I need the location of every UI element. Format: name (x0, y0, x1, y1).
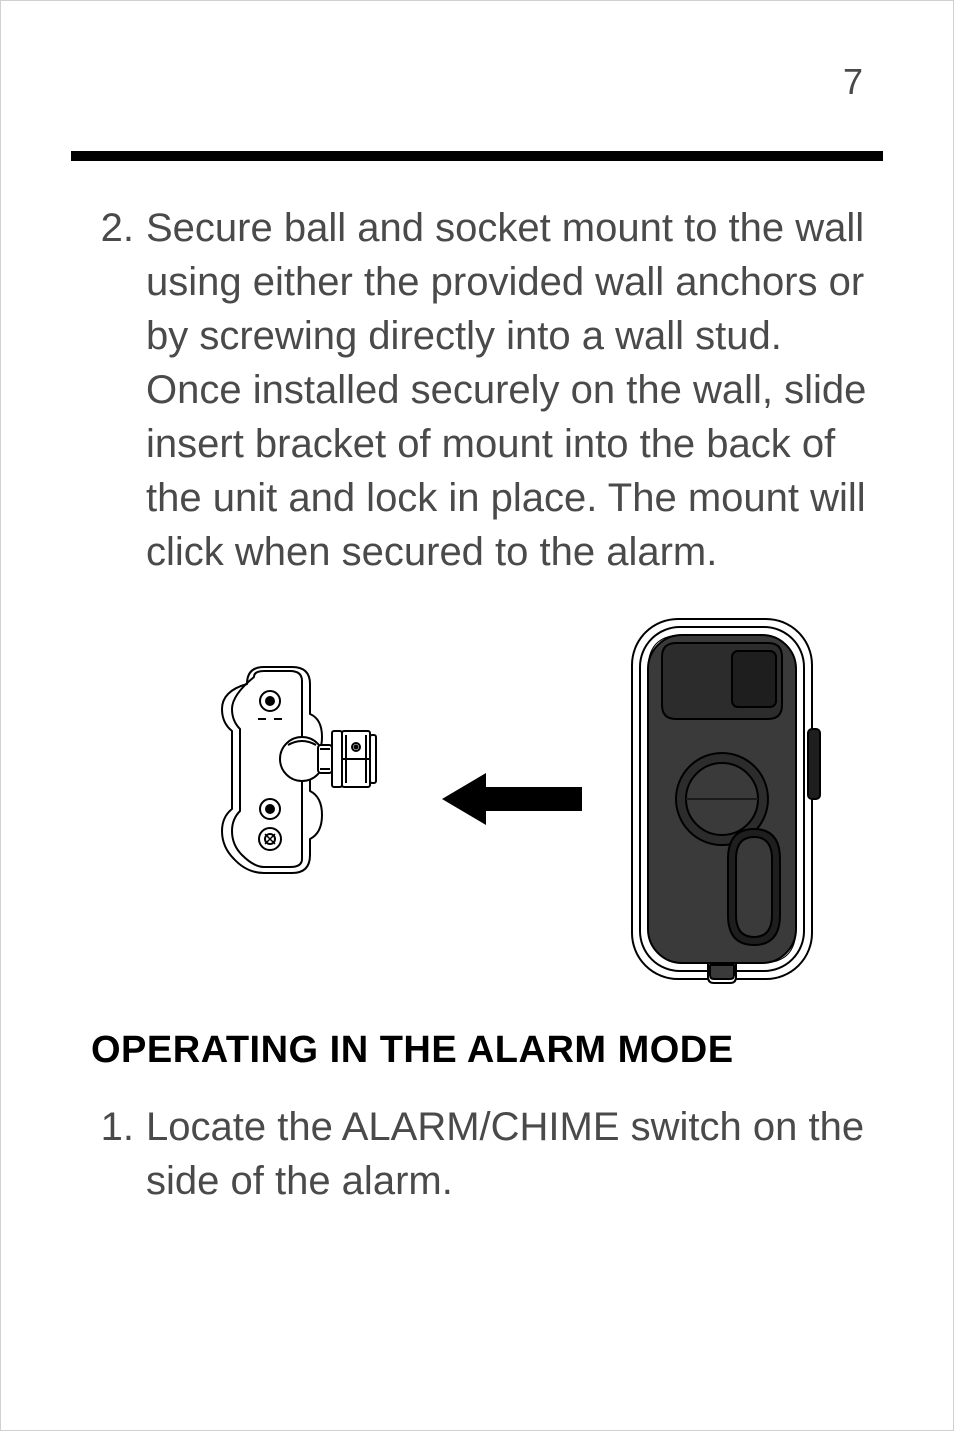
manual-page: 7 2. Secure ball and socket mount to the… (0, 0, 954, 1431)
step-number: 2. (91, 201, 146, 579)
step-text: Secure ball and socket mount to the wall… (146, 201, 873, 579)
section-divider (71, 151, 883, 161)
section-heading: OPERATING IN THE ALARM MODE (91, 1029, 873, 1072)
alarm-device-back-icon (622, 609, 832, 989)
mount-assembly-diagram (91, 609, 873, 989)
step-number: 1. (91, 1100, 146, 1208)
ball-socket-mount-icon (192, 659, 402, 939)
page-content: 2. Secure ball and socket mount to the w… (71, 201, 883, 1208)
page-number: 7 (843, 61, 863, 103)
step-text: Locate the ALARM/CHIME switch on the sid… (146, 1100, 873, 1208)
arrow-left-icon (442, 769, 582, 829)
operating-step-1: 1. Locate the ALARM/CHIME switch on the … (91, 1100, 873, 1208)
mounting-step-2: 2. Secure ball and socket mount to the w… (91, 201, 873, 579)
